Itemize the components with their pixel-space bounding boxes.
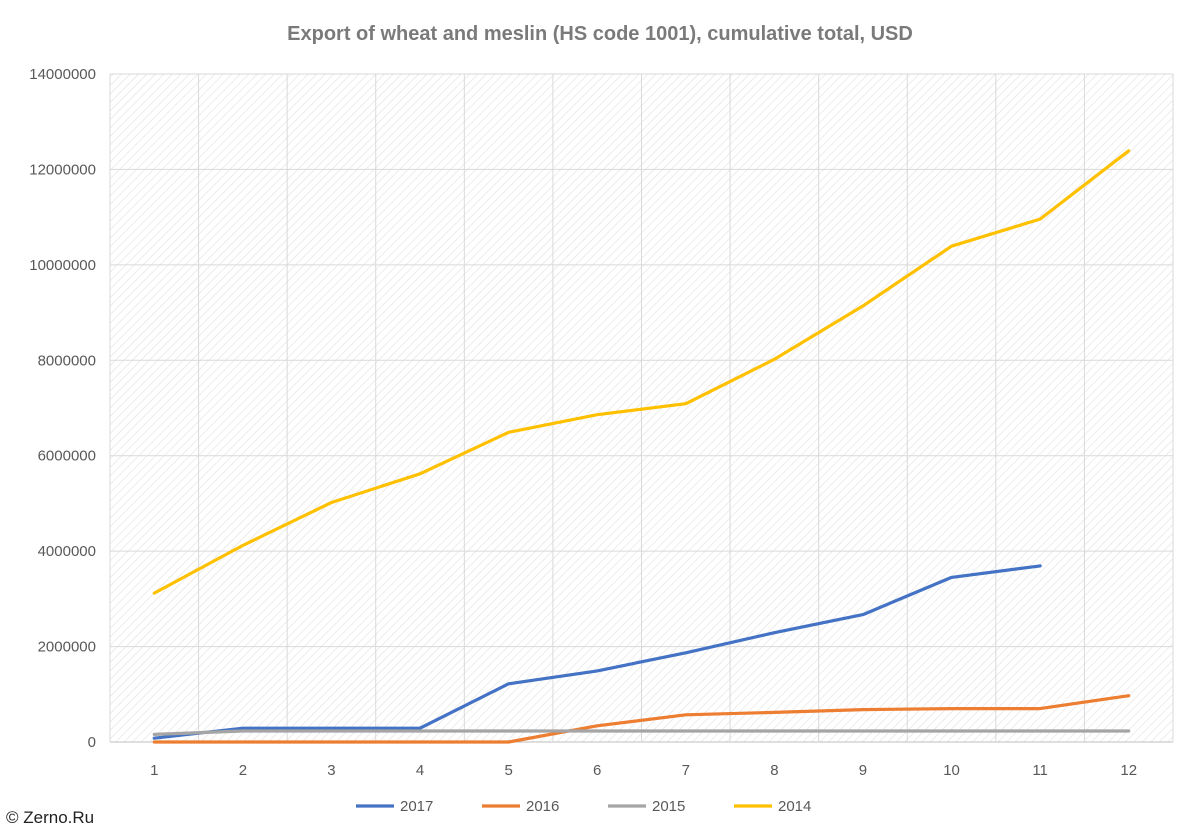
- x-tick-label: 5: [504, 762, 512, 779]
- series-layer: [152, 149, 1131, 744]
- x-tick-label: 1: [150, 762, 158, 779]
- y-axis: 0 2000000 4000000 6000000 8000000 10000000 120…: [29, 66, 96, 751]
- legend-label-2017: 2017: [400, 798, 433, 815]
- x-tick-label: 8: [770, 762, 778, 779]
- x-tick-label: 12: [1120, 762, 1137, 779]
- series-line-2014: [152, 149, 1131, 595]
- legend: 2017 2016 2015 2014: [356, 798, 811, 815]
- y-tick-label: 14000000: [29, 66, 96, 83]
- series-line-2015: [152, 729, 1131, 737]
- legend-label-2016: 2016: [526, 798, 559, 815]
- x-tick-label: 7: [682, 762, 690, 779]
- x-tick-label: 6: [593, 762, 601, 779]
- y-tick-label: 2000000: [38, 639, 96, 656]
- y-tick-label: 8000000: [38, 352, 96, 369]
- series-line-2016: [152, 694, 1131, 744]
- x-axis: 1 2 3 4 5 6 7 8 9 10 11 12: [150, 762, 1137, 779]
- x-tick-label: 11: [1032, 762, 1048, 779]
- x-tick-label: 4: [416, 762, 424, 779]
- x-tick-label: 9: [859, 762, 867, 779]
- x-tick-label: 10: [943, 762, 960, 779]
- y-tick-label: 12000000: [29, 161, 96, 178]
- series-line-2017: [152, 564, 1042, 740]
- copyright-text: © Zerno.Ru: [6, 808, 95, 827]
- legend-label-2015: 2015: [652, 798, 685, 815]
- y-tick-label: 6000000: [38, 448, 96, 465]
- y-tick-label: 10000000: [29, 257, 96, 274]
- chart-title: Export of wheat and meslin (HS code 1001…: [287, 23, 913, 45]
- y-tick-label: 4000000: [38, 543, 96, 560]
- x-tick-label: 2: [239, 762, 247, 779]
- x-tick-label: 3: [327, 762, 335, 779]
- legend-label-2014: 2014: [778, 798, 811, 815]
- y-tick-label: 0: [88, 734, 96, 751]
